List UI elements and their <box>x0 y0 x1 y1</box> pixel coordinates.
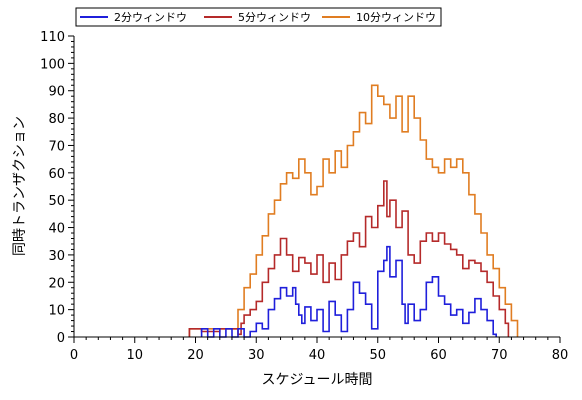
y-tick-label: 10 <box>48 304 65 319</box>
x-axis-title: スケジュール時間 <box>261 372 372 388</box>
x-tick-label: 60 <box>430 348 447 363</box>
y-tick-label: 100 <box>40 57 65 72</box>
y-tick-label: 40 <box>48 222 65 237</box>
x-tick-label: 0 <box>70 348 78 363</box>
y-axis-title: 同時トランザクション <box>12 116 28 256</box>
y-tick-label: 20 <box>48 276 65 291</box>
series-line-1 <box>200 245 498 338</box>
y-tick-label: 50 <box>48 194 65 209</box>
series-line-2 <box>188 180 510 337</box>
x-tick-label: 30 <box>248 348 265 363</box>
x-tick-label: 80 <box>552 348 569 363</box>
x-tick-label: 20 <box>187 348 204 363</box>
legend: 2分ウィンドウ 5分ウィンドウ 10分ウィンドウ <box>75 7 442 27</box>
legend-label-3: 10分ウィンドウ <box>356 11 436 24</box>
y-tick-label: 110 <box>40 30 65 45</box>
y-tick-label: 30 <box>48 249 65 264</box>
legend-label-2: 5分ウィンドウ <box>238 11 311 24</box>
x-tick-label: 10 <box>126 348 143 363</box>
y-tick-label: 80 <box>48 112 65 127</box>
plot-area: 0 10 20 30 40 50 60 70 80 0 10 20 30 40 50 60 70 80 90 100 1… <box>40 30 568 363</box>
legend-box <box>75 7 442 27</box>
x-tick-label: 50 <box>369 348 386 363</box>
x-tick-label: 40 <box>309 348 326 363</box>
legend-label-1: 2分ウィンドウ <box>114 11 187 24</box>
y-tick-label: 90 <box>48 85 65 100</box>
y-tick-label: 60 <box>48 167 65 182</box>
series-line-3 <box>188 84 519 337</box>
y-tick-label: 0 <box>57 331 65 346</box>
y-tick-label: 70 <box>48 139 65 154</box>
x-tick-label: 70 <box>491 348 508 363</box>
